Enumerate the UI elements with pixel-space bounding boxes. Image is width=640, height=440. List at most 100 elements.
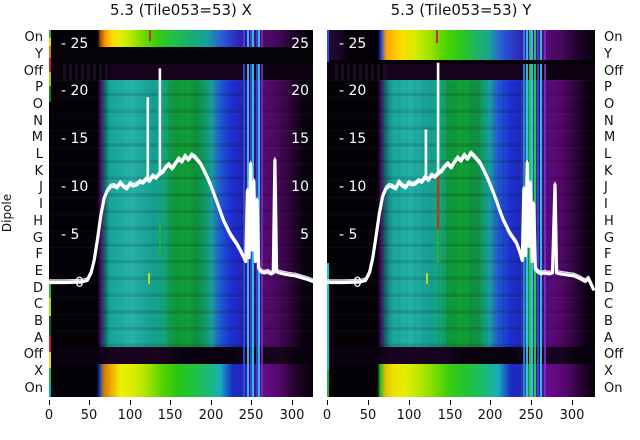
row-label: On xyxy=(24,30,43,45)
row-label: On xyxy=(24,381,43,396)
x-tick-mark xyxy=(531,400,532,405)
row-label: E xyxy=(604,264,613,279)
row-label: G xyxy=(604,231,615,246)
row-label: Off xyxy=(23,64,43,79)
short-artifact-line xyxy=(149,30,151,41)
row-label: E xyxy=(34,264,43,279)
row-banding-texture xyxy=(327,80,595,347)
vertical-artifact-line xyxy=(258,30,260,47)
short-artifact-line xyxy=(437,230,439,263)
x-tick-mark xyxy=(368,400,369,405)
vertical-artifact-line xyxy=(534,30,536,60)
row-label: H xyxy=(33,214,43,229)
row-label: N xyxy=(33,114,43,129)
left-edge-strip xyxy=(49,30,51,397)
row-label: F xyxy=(35,247,43,262)
row-label: K xyxy=(604,164,613,179)
x-tick-label: 100 xyxy=(396,408,422,423)
heatmap-band-on-bottom xyxy=(49,364,313,397)
row-label: C xyxy=(33,297,43,312)
row-label: L xyxy=(604,147,612,162)
stripe-texture xyxy=(59,64,110,80)
row-label: P xyxy=(604,80,612,95)
x-tick-mark xyxy=(409,400,410,405)
row-label: I xyxy=(39,197,43,212)
row-label: On xyxy=(604,381,623,396)
vertical-artifact-line xyxy=(544,30,546,60)
heatmap-main-block xyxy=(49,80,313,347)
vertical-artifact-line xyxy=(529,30,531,60)
x-tick-mark xyxy=(292,400,293,405)
row-label: B xyxy=(604,314,613,329)
short-artifact-line xyxy=(436,30,438,43)
heatmap-band-y xyxy=(49,47,313,64)
overlay-line xyxy=(327,151,595,291)
x-tick-mark xyxy=(450,400,451,405)
row-label: X xyxy=(604,364,613,379)
row-label: I xyxy=(604,197,608,212)
median-spectrum-curve xyxy=(49,68,313,285)
row-labels-left: On Y Off P O N M L K J I H G F E D C B A Off X On xyxy=(0,0,45,440)
x-tick-label: 200 xyxy=(477,408,503,423)
row-label: F xyxy=(604,247,612,262)
vertical-artifact-line xyxy=(247,30,249,47)
vertical-artifact-line xyxy=(250,30,252,47)
value-tick-left: - 25 xyxy=(339,36,367,52)
row-label: A xyxy=(604,331,613,346)
row-label: Y xyxy=(604,47,612,62)
row-label: J xyxy=(604,180,608,195)
value-tick-left: - 15 xyxy=(339,131,367,147)
dark-patch xyxy=(107,64,253,80)
dark-patch xyxy=(385,64,534,80)
row-label: H xyxy=(604,214,614,229)
heatmap-band-off-top xyxy=(327,64,595,80)
value-tick-left: - 20 xyxy=(61,83,89,99)
value-tick-left: - 5 xyxy=(339,227,358,243)
row-label: A xyxy=(34,331,43,346)
value-tick-left: - 20 xyxy=(339,83,367,99)
heatmap-band-off-bottom xyxy=(327,347,595,364)
short-artifact-line xyxy=(159,220,161,258)
value-tick-left: - 5 xyxy=(61,227,80,243)
vertical-artifact-line xyxy=(537,30,539,60)
vertical-artifact-line xyxy=(252,30,254,47)
value-tick-left: - 10 xyxy=(61,179,89,195)
heatmap-panel-x: - 25- 20- 15- 10- 5 0 25 20 15 10 5 xyxy=(49,30,313,397)
row-label: M xyxy=(604,130,616,145)
vertical-artifact-line xyxy=(523,30,525,60)
row-label: K xyxy=(34,164,43,179)
value-tick-left: - 15 xyxy=(61,131,89,147)
row-label: Off xyxy=(604,64,624,79)
x-tick-mark xyxy=(490,400,491,405)
row-label: M xyxy=(31,130,43,145)
row-label: G xyxy=(32,231,43,246)
row-label: Off xyxy=(604,347,624,362)
x-tick-label: 50 xyxy=(80,408,98,423)
x-tick-mark xyxy=(251,400,252,405)
vertical-artifact-line xyxy=(261,30,263,47)
vertical-artifact-line xyxy=(531,30,533,60)
vertical-artifact-line xyxy=(243,64,245,397)
stripe-texture xyxy=(332,64,386,80)
overlay-line xyxy=(49,152,313,281)
x-tick-label: 150 xyxy=(437,408,463,423)
x-tick-label: 300 xyxy=(559,408,585,423)
dark-patch xyxy=(327,347,595,364)
row-label: O xyxy=(604,97,615,112)
value-tick-right: 5 xyxy=(300,227,309,243)
panel-title-x: 5.3 (Tile053=53) X xyxy=(110,1,252,19)
row-label: C xyxy=(604,297,614,312)
x-tick-label: 250 xyxy=(518,408,544,423)
row-label: X xyxy=(34,364,43,379)
value-tick-right: 20 xyxy=(291,83,309,99)
vertical-artifact-line xyxy=(256,30,258,47)
vertical-artifact-line xyxy=(261,64,263,397)
short-artifact-line xyxy=(426,273,428,284)
x-tick-label: 100 xyxy=(117,408,143,423)
short-artifact-line xyxy=(148,273,150,284)
row-label: Off xyxy=(23,347,43,362)
x-tick-mark xyxy=(170,400,171,405)
x-tick-label: 300 xyxy=(279,408,305,423)
row-label: L xyxy=(35,147,43,162)
